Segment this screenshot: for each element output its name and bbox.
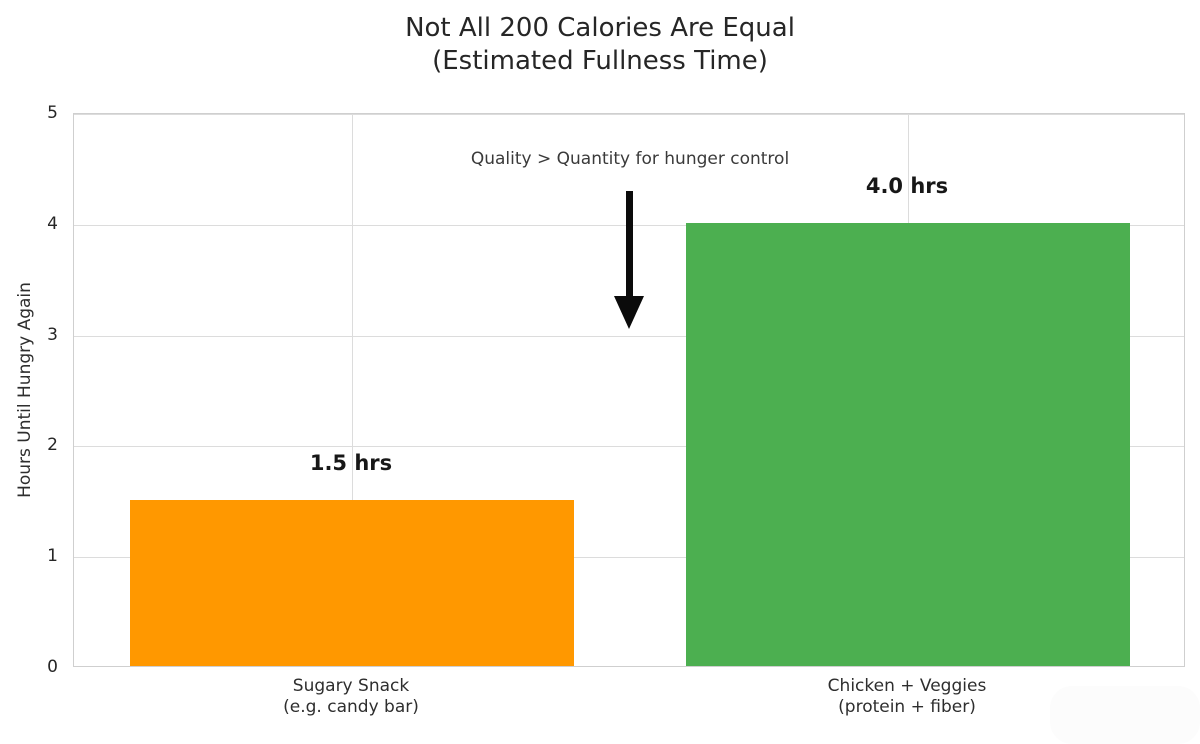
watermark-remnant	[1050, 686, 1200, 744]
x-tick-label-line2: (e.g. candy bar)	[283, 697, 419, 717]
gridline-vertical	[352, 114, 353, 666]
bar-chicken-veggies	[685, 222, 1131, 666]
gridline-horizontal	[74, 557, 1184, 559]
gridline-horizontal	[74, 114, 1184, 115]
y-tick-label: 0	[47, 657, 58, 677]
y-tick-label: 2	[47, 435, 58, 456]
bar-sugary-snack	[129, 499, 575, 666]
chart-title-line1: Not All 200 Calories Are Equal	[405, 13, 795, 43]
annotation-text: Quality > Quantity for hunger control	[470, 149, 790, 169]
gridline-horizontal	[74, 335, 1184, 337]
chart-title: Not All 200 Calories Are Equal (Estimate…	[0, 12, 1200, 78]
bar-value-label: 1.5 hrs	[309, 450, 393, 475]
arrow-head	[614, 296, 644, 329]
bar-value-label: 4.0 hrs	[865, 173, 949, 198]
gridline-horizontal	[74, 446, 1184, 448]
arrow-shaft	[626, 191, 633, 299]
x-tick-label: Sugary Snack (e.g. candy bar)	[283, 676, 419, 718]
y-tick-label: 4	[47, 213, 58, 234]
y-tick-label: 3	[47, 324, 58, 345]
y-tick-label: 1	[47, 546, 58, 567]
chart-title-line2: (Estimated Fullness Time)	[432, 46, 768, 76]
x-tick-label-line2: (protein + fiber)	[838, 697, 976, 717]
x-tick-label-line1: Chicken + Veggies	[827, 676, 987, 696]
y-tick-label: 5	[47, 103, 58, 123]
y-axis-label: Hours Until Hungry Again	[15, 282, 35, 498]
x-tick-label: Chicken + Veggies (protein + fiber)	[828, 676, 987, 718]
x-tick-label-line1: Sugary Snack	[292, 676, 410, 696]
